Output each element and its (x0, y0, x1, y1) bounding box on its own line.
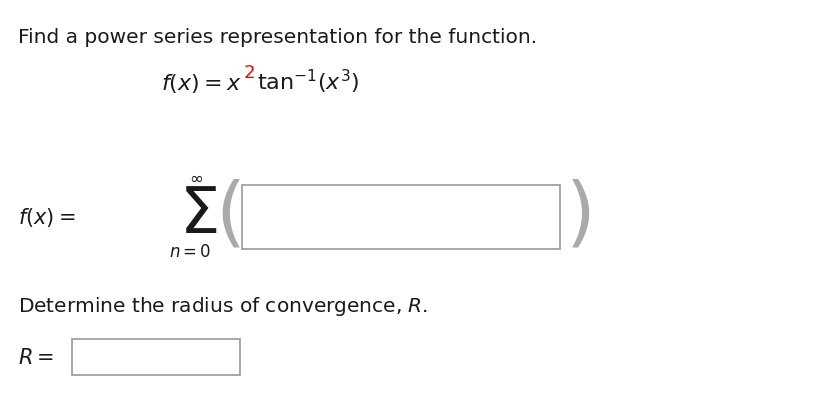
Text: $2$: $2$ (243, 64, 255, 82)
Text: $)$: $)$ (566, 179, 591, 252)
Text: $R =$: $R =$ (18, 347, 54, 367)
Text: $f(x) = x$: $f(x) = x$ (161, 72, 242, 95)
FancyBboxPatch shape (72, 339, 240, 375)
Text: $($: $($ (215, 179, 241, 252)
Text: Find a power series representation for the function.: Find a power series representation for t… (18, 28, 537, 47)
Text: $\Sigma$: $\Sigma$ (179, 184, 217, 245)
FancyBboxPatch shape (242, 186, 560, 249)
Text: $n = 0$: $n = 0$ (169, 243, 211, 261)
Text: $\mathrm{tan}^{-1}(x^3)$: $\mathrm{tan}^{-1}(x^3)$ (257, 67, 359, 96)
Text: Determine the radius of convergence, $R$.: Determine the radius of convergence, $R$… (18, 294, 428, 317)
Text: $f(x) =$: $f(x) =$ (18, 206, 76, 229)
Text: $\infty$: $\infty$ (189, 169, 203, 187)
